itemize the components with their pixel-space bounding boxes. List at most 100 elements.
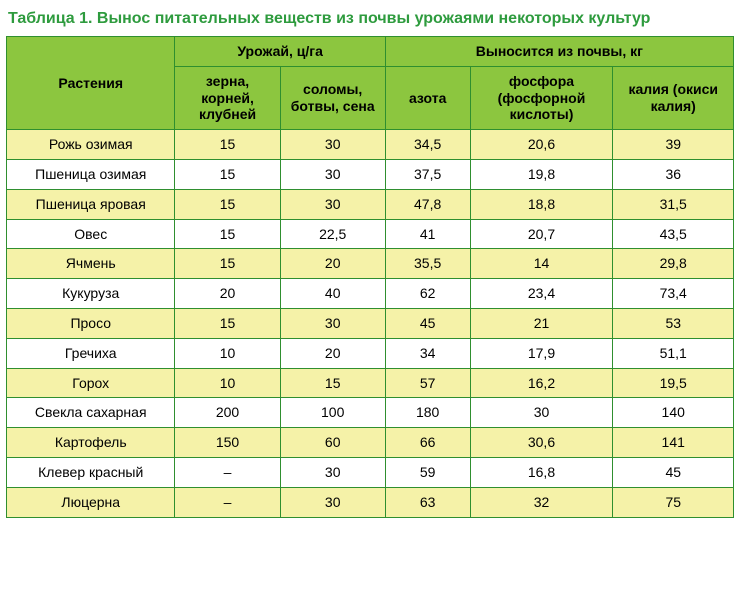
cell-grain: – [175, 457, 280, 487]
cell-potassium: 75 [613, 487, 734, 517]
cell-nitrogen: 45 [385, 308, 470, 338]
cell-nitrogen: 34,5 [385, 130, 470, 160]
cell-potassium: 43,5 [613, 219, 734, 249]
cell-straw: 40 [280, 279, 385, 309]
cell-straw: 30 [280, 487, 385, 517]
cell-phosphorus: 30,6 [470, 428, 613, 458]
table-row: Рожь озимая153034,520,639 [7, 130, 734, 160]
cell-nitrogen: 34 [385, 338, 470, 368]
cell-nitrogen: 63 [385, 487, 470, 517]
cell-grain: 15 [175, 249, 280, 279]
table-row: Свекла сахарная20010018030140 [7, 398, 734, 428]
cell-nitrogen: 47,8 [385, 189, 470, 219]
cell-plant: Овес [7, 219, 175, 249]
cell-plant: Пшеница яровая [7, 189, 175, 219]
cell-potassium: 19,5 [613, 368, 734, 398]
cell-straw: 30 [280, 159, 385, 189]
cell-phosphorus: 21 [470, 308, 613, 338]
cell-phosphorus: 17,9 [470, 338, 613, 368]
cell-nitrogen: 57 [385, 368, 470, 398]
cell-plant: Гречиха [7, 338, 175, 368]
cell-phosphorus: 14 [470, 249, 613, 279]
cell-straw: 15 [280, 368, 385, 398]
cell-potassium: 141 [613, 428, 734, 458]
table-row: Горох10155716,219,5 [7, 368, 734, 398]
cell-phosphorus: 18,8 [470, 189, 613, 219]
col-nitrogen: азота [385, 66, 470, 129]
table-body: Рожь озимая153034,520,639Пшеница озимая1… [7, 130, 734, 517]
col-grain: зерна, корней, клубней [175, 66, 280, 129]
table-row: Картофель150606630,6141 [7, 428, 734, 458]
table-row: Кукуруза20406223,473,4 [7, 279, 734, 309]
cell-potassium: 73,4 [613, 279, 734, 309]
cell-grain: 10 [175, 338, 280, 368]
cell-potassium: 45 [613, 457, 734, 487]
cell-potassium: 51,1 [613, 338, 734, 368]
cell-nitrogen: 66 [385, 428, 470, 458]
colgroup-yield: Урожай, ц/га [175, 37, 385, 67]
cell-plant: Свекла сахарная [7, 398, 175, 428]
cell-nitrogen: 59 [385, 457, 470, 487]
cell-potassium: 36 [613, 159, 734, 189]
cell-phosphorus: 16,8 [470, 457, 613, 487]
table-row: Ячмень152035,51429,8 [7, 249, 734, 279]
cell-straw: 30 [280, 457, 385, 487]
cell-plant: Просо [7, 308, 175, 338]
cell-straw: 100 [280, 398, 385, 428]
cell-phosphorus: 30 [470, 398, 613, 428]
cell-phosphorus: 23,4 [470, 279, 613, 309]
nutrient-table: Растения Урожай, ц/га Выносится из почвы… [6, 36, 734, 518]
cell-straw: 20 [280, 338, 385, 368]
table-row: Клевер красный–305916,845 [7, 457, 734, 487]
table-row: Пшеница озимая153037,519,836 [7, 159, 734, 189]
colgroup-removal: Выносится из почвы, кг [385, 37, 733, 67]
cell-phosphorus: 16,2 [470, 368, 613, 398]
cell-grain: 150 [175, 428, 280, 458]
cell-straw: 20 [280, 249, 385, 279]
cell-straw: 60 [280, 428, 385, 458]
table-row: Гречиха10203417,951,1 [7, 338, 734, 368]
cell-phosphorus: 32 [470, 487, 613, 517]
cell-potassium: 140 [613, 398, 734, 428]
cell-nitrogen: 37,5 [385, 159, 470, 189]
cell-straw: 22,5 [280, 219, 385, 249]
cell-nitrogen: 41 [385, 219, 470, 249]
col-potassium: калия (окиси калия) [613, 66, 734, 129]
cell-nitrogen: 62 [385, 279, 470, 309]
table-row: Люцерна–30633275 [7, 487, 734, 517]
cell-grain: 15 [175, 159, 280, 189]
cell-potassium: 39 [613, 130, 734, 160]
cell-straw: 30 [280, 189, 385, 219]
cell-plant: Клевер красный [7, 457, 175, 487]
cell-phosphorus: 20,6 [470, 130, 613, 160]
col-plants: Растения [7, 37, 175, 130]
cell-potassium: 31,5 [613, 189, 734, 219]
cell-nitrogen: 180 [385, 398, 470, 428]
cell-potassium: 29,8 [613, 249, 734, 279]
cell-nitrogen: 35,5 [385, 249, 470, 279]
table-row: Овес1522,54120,743,5 [7, 219, 734, 249]
cell-plant: Картофель [7, 428, 175, 458]
cell-grain: 20 [175, 279, 280, 309]
cell-straw: 30 [280, 308, 385, 338]
table-title: Таблица 1. Вынос питательных веществ из … [8, 10, 734, 28]
cell-grain: 15 [175, 189, 280, 219]
cell-plant: Пшеница озимая [7, 159, 175, 189]
cell-straw: 30 [280, 130, 385, 160]
cell-plant: Кукуруза [7, 279, 175, 309]
cell-phosphorus: 20,7 [470, 219, 613, 249]
cell-plant: Ячмень [7, 249, 175, 279]
col-phosphorus: фосфора (фосфорной кислоты) [470, 66, 613, 129]
cell-plant: Люцерна [7, 487, 175, 517]
cell-grain: 15 [175, 219, 280, 249]
cell-plant: Горох [7, 368, 175, 398]
col-straw: соломы, ботвы, сена [280, 66, 385, 129]
cell-plant: Рожь озимая [7, 130, 175, 160]
cell-grain: 200 [175, 398, 280, 428]
cell-phosphorus: 19,8 [470, 159, 613, 189]
cell-grain: 15 [175, 308, 280, 338]
cell-grain: – [175, 487, 280, 517]
cell-grain: 10 [175, 368, 280, 398]
table-row: Пшеница яровая153047,818,831,5 [7, 189, 734, 219]
cell-potassium: 53 [613, 308, 734, 338]
